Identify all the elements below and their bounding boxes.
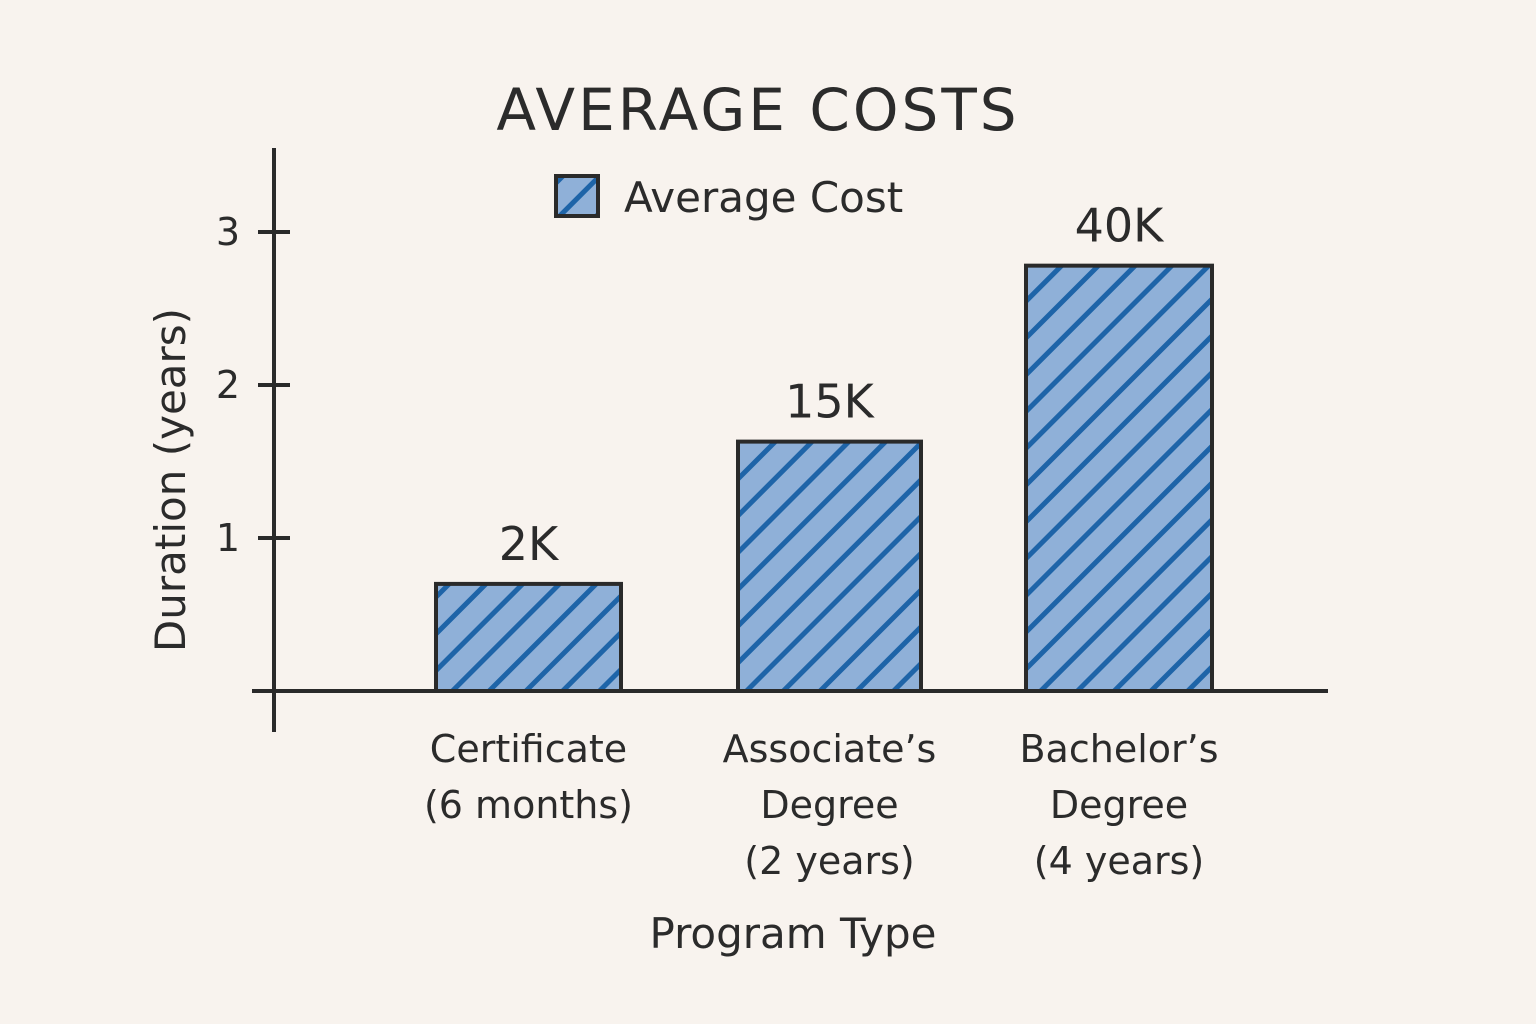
x-axis-label: Program Type — [649, 909, 936, 958]
x-tick-label: (4 years) — [1034, 839, 1204, 883]
y-tick-label: 1 — [216, 516, 240, 560]
y-tick-label: 3 — [216, 210, 240, 254]
bar — [736, 439, 923, 693]
legend-label: Average Cost — [624, 173, 903, 222]
chart-title: AVERAGE COSTS — [496, 76, 1019, 144]
x-tick-label: Associate’s — [723, 727, 937, 771]
y-axis-label: Duration (years) — [146, 308, 195, 652]
x-tick-label: Certificate — [430, 727, 627, 771]
bar — [434, 581, 623, 694]
data-label: 15K — [785, 375, 876, 429]
bar — [1024, 263, 1214, 693]
legend-swatch — [554, 174, 600, 218]
data-label: 2K — [499, 517, 560, 571]
y-tick-label: 2 — [216, 363, 240, 407]
x-tick-label: (6 months) — [424, 783, 633, 827]
x-tick-label: (2 years) — [744, 839, 914, 883]
x-tick-label: Bachelor’s — [1019, 727, 1218, 771]
x-tick-label: Degree — [1050, 783, 1188, 827]
data-label: 40K — [1075, 199, 1166, 253]
x-tick-label: Degree — [760, 783, 898, 827]
